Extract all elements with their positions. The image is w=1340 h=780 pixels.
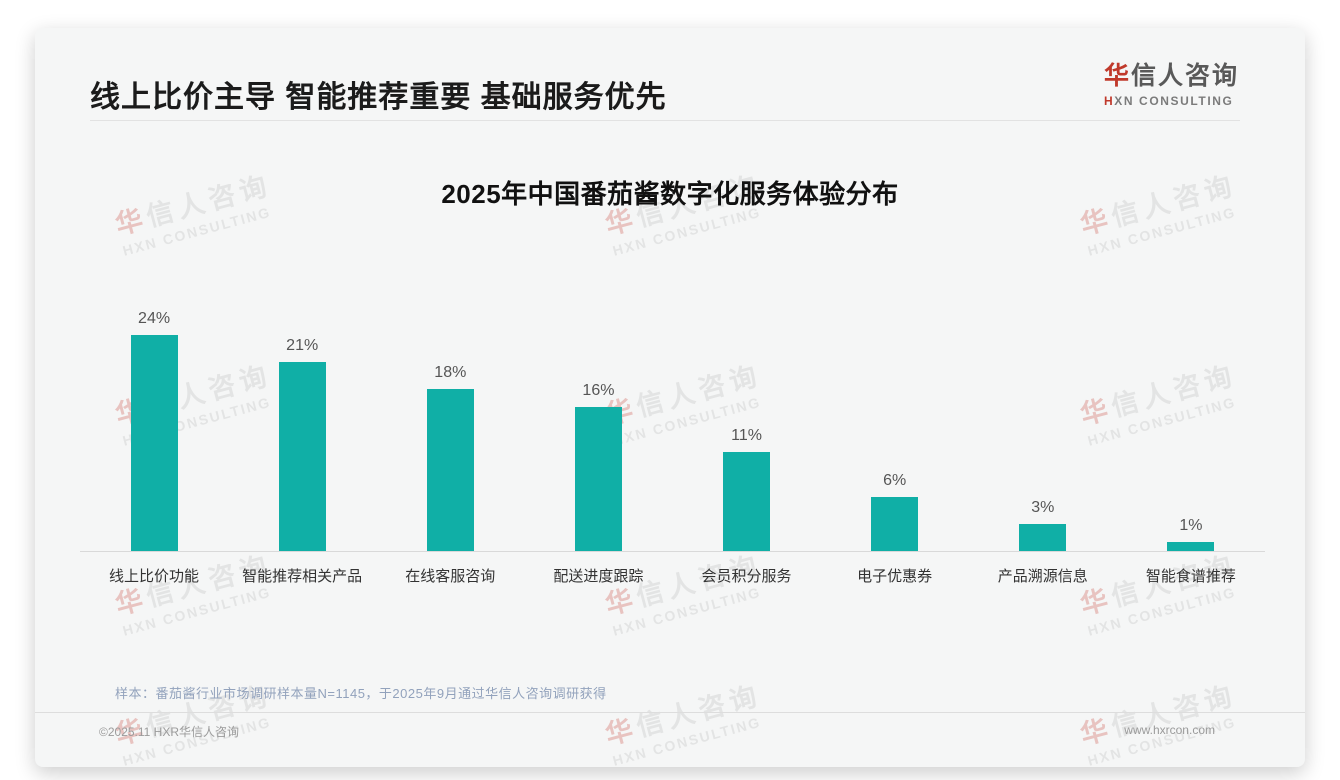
x-axis-line (80, 551, 1265, 552)
logo-name-rest: 信人咨询 (1130, 62, 1239, 90)
bar-column: 1% (1117, 301, 1265, 551)
chart-title: 2025年中国番茄酱数字化服务体验分布 (441, 179, 899, 209)
bar-chart-plot: 24% 21% 18% 16% 11% 6% 3% 1% (80, 301, 1265, 551)
bar (1019, 524, 1067, 551)
logo-chinese-name: 华信人咨询 (1104, 56, 1239, 92)
bar-value-label: 6% (883, 472, 907, 489)
bar (278, 362, 326, 551)
bar-value-label: 24% (138, 310, 171, 327)
bar (1167, 542, 1215, 551)
header-divider (90, 120, 1240, 121)
category-label: 在线客服咨询 (405, 568, 496, 585)
bar-column: 21% (228, 301, 376, 551)
bar-column: 3% (969, 301, 1117, 551)
bar-column: 6% (821, 301, 969, 551)
watermark-en-text: HXN CONSULTING (610, 713, 763, 767)
bar (723, 452, 771, 551)
watermark-en-text: HXN CONSULTING (120, 583, 273, 639)
bar (871, 497, 919, 551)
category-label: 产品溯源信息 (997, 568, 1088, 585)
sample-footnote: 样本：番茄酱行业市场调研样本量N=1145，于2025年9月通过华信人咨询调研获… (115, 686, 607, 701)
bar-value-label: 18% (434, 364, 467, 381)
bar-value-label: 3% (1031, 499, 1055, 516)
logo-accent-char: 华 (1103, 62, 1131, 90)
bar-column: 16% (524, 301, 672, 551)
website-url: www.hxrcon.com (1124, 723, 1215, 737)
bar-value-label: 16% (582, 382, 615, 399)
category-label: 智能推荐相关产品 (242, 568, 363, 585)
category-labels-row: 线上比价功能 智能推荐相关产品 在线客服咨询 配送进度跟踪 会员积分服务 电子优惠券 产品溯… (80, 565, 1265, 586)
logo-en-rest: XN CONSULTING (1114, 94, 1234, 108)
watermark-en-text: HXN CONSULTING (1085, 713, 1238, 767)
watermark-en-text: HXN CONSULTING (1085, 583, 1238, 639)
logo-english-name: HXN CONSULTING (1104, 94, 1239, 108)
category-label: 智能食谱推荐 (1145, 568, 1236, 585)
bar-value-label: 1% (1179, 517, 1203, 534)
bar (426, 389, 474, 551)
bar-value-label: 11% (731, 427, 762, 444)
bar-column: 18% (376, 301, 524, 551)
category-label: 电子优惠券 (857, 568, 933, 585)
slide-card: 华信人咨询 HXN CONSULTING 华信人咨询 HXN CONSULTING 华信… (35, 28, 1305, 767)
copyright-text: ©2025.11 HXR华信人咨询 (99, 725, 239, 739)
category-label: 配送进度跟踪 (553, 568, 644, 585)
bar (130, 335, 178, 551)
bar (574, 407, 622, 551)
logo-en-accent-char: H (1103, 94, 1115, 108)
bar-column: 24% (80, 301, 228, 551)
watermark-en-text: HXN CONSULTING (610, 583, 763, 639)
category-label: 会员积分服务 (701, 568, 792, 585)
bar-column: 11% (673, 301, 821, 551)
company-logo: 华信人咨询 HXN CONSULTING (1104, 56, 1239, 108)
bar-value-label: 21% (286, 337, 319, 354)
category-label: 线上比价功能 (109, 568, 200, 585)
footer-divider (35, 712, 1305, 713)
page-title: 线上比价主导 智能推荐重要 基础服务优先 (90, 81, 667, 114)
